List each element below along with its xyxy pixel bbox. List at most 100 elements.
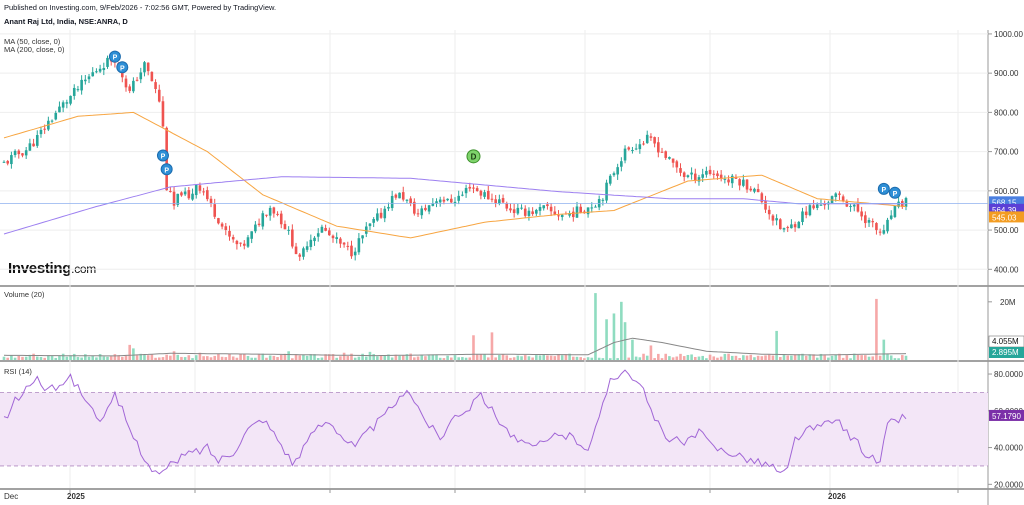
volume-bar: [756, 355, 760, 360]
symbol-title: Anant Raj Ltd, India, NSE:ANRA, D: [4, 17, 128, 26]
candle-body: [742, 179, 745, 186]
volume-label[interactable]: Volume (20): [4, 290, 45, 299]
volume-bar: [494, 357, 497, 360]
candle-body: [686, 175, 690, 177]
volume-bar: [823, 355, 826, 360]
price-tick-label: 400.00: [994, 265, 1019, 274]
price-tick-label: 600.00: [994, 187, 1019, 196]
volume-bar: [557, 354, 560, 360]
candle-body: [812, 205, 815, 209]
marker-label: P: [161, 154, 166, 161]
candle-body: [80, 79, 83, 91]
volume-bar: [749, 354, 753, 360]
volume-bar: [815, 357, 819, 360]
candle-body: [457, 195, 460, 201]
volume-bar: [512, 357, 516, 360]
volume-bar: [446, 355, 449, 360]
last-price-tag: 568.15: [992, 198, 1017, 207]
volume-avg-tag: 4.055M: [992, 337, 1019, 346]
volume-bar: [564, 354, 568, 360]
volume-bar: [183, 357, 187, 360]
volume-bar: [549, 355, 553, 360]
candle-body: [302, 248, 305, 257]
candle-body: [886, 219, 889, 232]
candle-body: [139, 72, 143, 80]
candle-body: [557, 215, 560, 217]
candle-body: [372, 219, 375, 223]
candle-body: [298, 254, 302, 257]
volume-bar: [461, 357, 464, 360]
volume-bar: [187, 355, 191, 360]
volume-bar: [305, 355, 309, 360]
candle-body: [523, 208, 527, 216]
volume-bar: [239, 354, 242, 360]
volume-bar: [660, 358, 664, 360]
volume-bar: [612, 313, 616, 360]
candle-body: [764, 200, 767, 210]
ma50-label[interactable]: MA (50, close, 0): [4, 37, 61, 46]
candle-body: [882, 230, 886, 234]
candle-body: [254, 224, 257, 232]
candle-body: [623, 148, 627, 161]
candle-body: [486, 190, 490, 200]
volume-bar: [154, 357, 157, 360]
volume-bar: [357, 356, 361, 360]
volume-bar: [272, 355, 276, 360]
candle-body: [586, 207, 590, 215]
volume-bar: [387, 354, 390, 360]
volume-bar: [882, 339, 886, 360]
candle-body: [239, 242, 242, 244]
candle-body: [368, 223, 372, 227]
split-marker: P: [160, 163, 173, 176]
rsi-label[interactable]: RSI (14): [4, 367, 32, 376]
candle-body: [169, 191, 172, 193]
candle-body: [649, 136, 653, 138]
candle-body: [535, 209, 538, 214]
volume-bar: [516, 355, 520, 360]
ma200-label[interactable]: MA (200, close, 0): [4, 45, 65, 54]
volume-bar: [790, 355, 793, 360]
candle-body: [468, 186, 472, 189]
volume-bar: [424, 356, 427, 360]
candle-body: [313, 237, 316, 242]
volume-bar: [47, 355, 50, 360]
ma50-line: [3, 111, 907, 239]
volume-bar: [889, 355, 893, 360]
candle-body: [50, 120, 54, 122]
volume-bar: [723, 353, 727, 360]
candle-body: [734, 177, 738, 179]
candle-body: [6, 161, 9, 164]
candle-body: [401, 192, 405, 200]
candle-body: [424, 207, 427, 211]
candle-body: [730, 175, 734, 184]
volume-bar: [686, 354, 690, 360]
volume-bar: [84, 354, 87, 360]
volume-bar: [213, 355, 217, 360]
candle-body: [376, 213, 379, 221]
volume-bar: [268, 355, 272, 360]
candle-body: [180, 192, 183, 196]
volume-bar: [194, 355, 198, 360]
candle-body: [194, 184, 198, 196]
candle-body: [420, 208, 424, 216]
volume-bar: [242, 354, 246, 360]
volume-bar: [597, 357, 601, 360]
volume-bar: [398, 355, 401, 360]
volume-bar: [28, 354, 32, 360]
candle-body: [335, 237, 339, 240]
volume-bar: [827, 357, 830, 360]
volume-bar: [165, 354, 168, 360]
candle-body: [453, 201, 457, 204]
volume-bar: [442, 358, 446, 360]
volume-bar: [653, 358, 656, 360]
candle-body: [790, 224, 793, 229]
candle-body: [560, 214, 564, 218]
candle-body: [638, 144, 642, 150]
candle-body: [65, 102, 69, 104]
marker-circle: [116, 61, 129, 74]
volume-bar: [645, 355, 649, 360]
volume-bar: [568, 353, 571, 360]
candle-body: [808, 205, 812, 216]
marker-label: P: [113, 55, 118, 62]
